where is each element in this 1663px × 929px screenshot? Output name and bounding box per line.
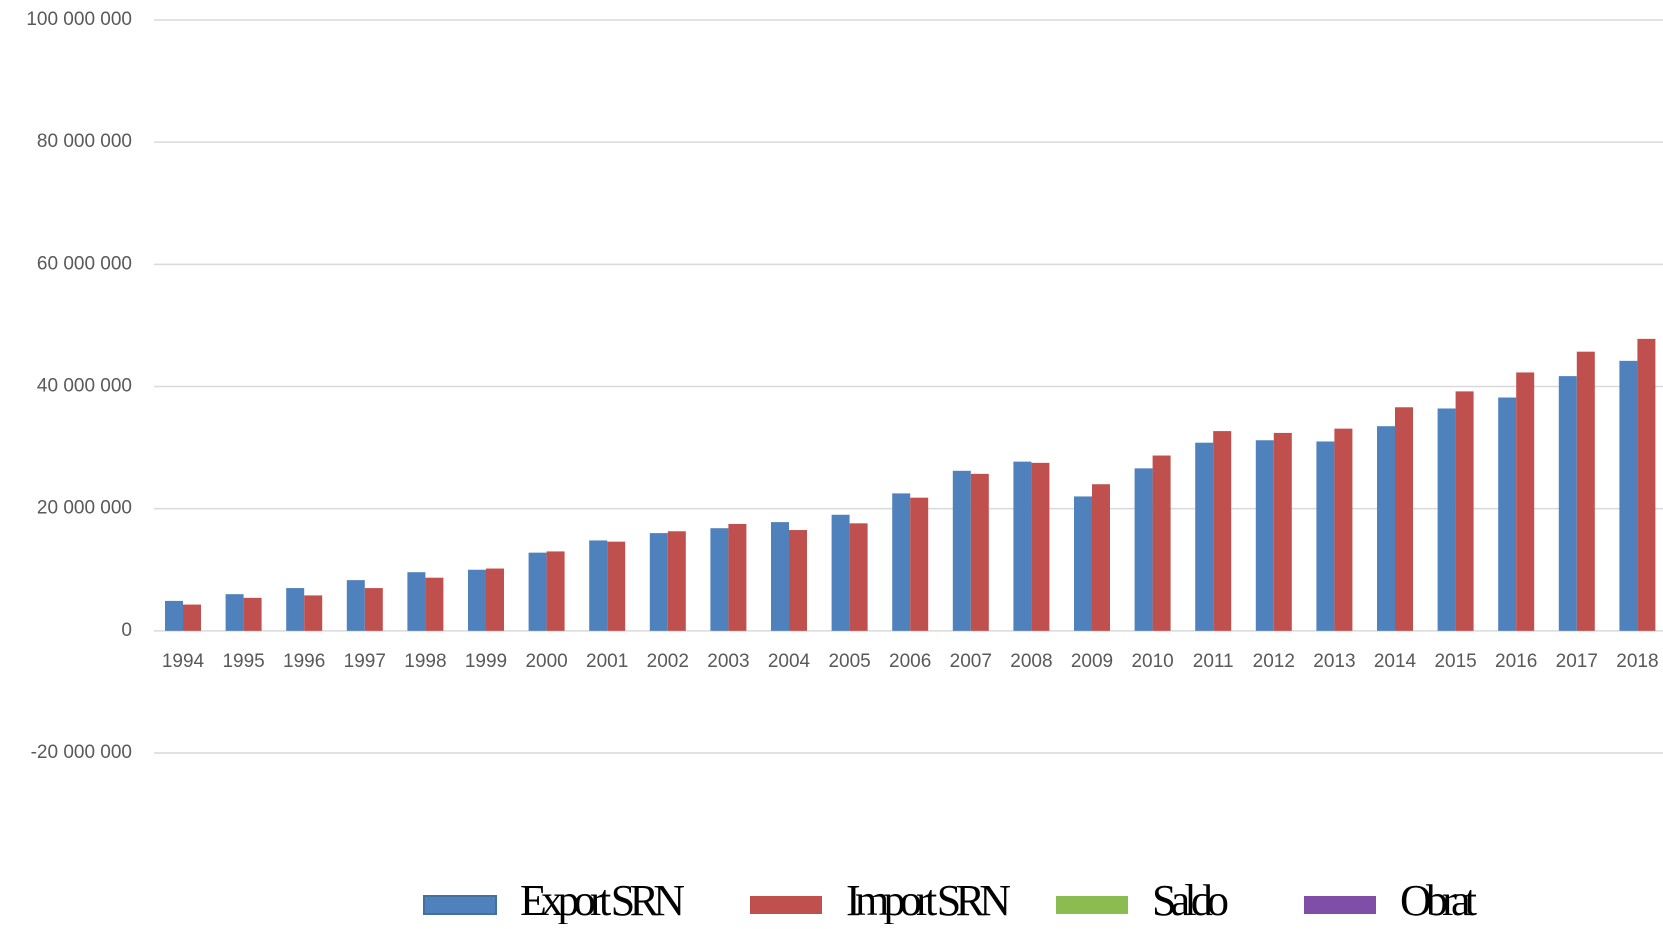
bar [831,514,850,631]
x-tick-label: 1998 [404,651,446,672]
x-tick-label: 2002 [647,651,689,672]
legend-label: Obrat [1400,876,1477,924]
x-tick-label: 1997 [344,651,386,672]
bar [1437,408,1456,631]
x-tick-label: 2008 [1010,651,1052,672]
bar [771,522,789,631]
bar [1316,441,1335,631]
legend-swatch [750,896,822,914]
legend-swatch [1304,896,1376,914]
y-tick-label: 80 000 000 [37,131,132,152]
y-tick-label: 60 000 000 [37,253,132,274]
bar [1031,462,1050,631]
bar [1195,442,1214,631]
x-tick-label: 2018 [1616,651,1658,672]
bar [910,497,929,631]
bar [607,541,626,631]
bar [407,572,426,631]
bar [346,580,365,631]
y-tick-label: -20 000 000 [31,742,132,763]
bar [970,473,989,631]
legend-label: Saldo [1152,876,1229,924]
bar [952,470,971,631]
legend-swatch [423,895,497,915]
y-tick-label: 20 000 000 [37,498,132,519]
bar [468,569,486,631]
x-tick-label: 2015 [1434,651,1476,672]
legend-label: Import SRN [846,876,1011,924]
bar [1013,461,1032,631]
bar [649,533,668,631]
y-tick-label: 40 000 000 [37,376,132,397]
bar [1213,431,1232,631]
bar [1619,360,1638,631]
bar [1255,440,1274,631]
x-tick-label: 1995 [222,651,264,672]
bar [546,551,565,631]
bar [1576,351,1595,631]
x-tick-label: 2012 [1253,651,1295,672]
x-tick-label: 2007 [950,651,992,672]
x-tick-label: 2003 [707,651,749,672]
bar [1152,455,1171,631]
bar [1273,432,1292,631]
bar [789,530,807,631]
x-tick-label: 2004 [768,651,811,672]
bar [286,588,305,631]
x-tick-label: 1999 [465,651,507,672]
x-tick-label: 2000 [525,651,567,672]
bar [710,528,729,631]
bar [892,493,911,631]
x-tick-label: 2013 [1313,651,1355,672]
y-tick-label: 100 000 000 [26,9,132,30]
legend-swatch [1056,896,1128,914]
bar [304,595,323,631]
bar [486,568,504,631]
bar [1637,338,1656,631]
bar [849,523,868,631]
bar [165,600,183,631]
bar [589,540,608,631]
x-tick-label: 2017 [1556,651,1598,672]
x-tick-label: 2001 [586,651,628,672]
x-tick-label: 2011 [1193,651,1234,672]
bar [1074,496,1092,631]
x-tick-label: 1996 [283,651,325,672]
bar [425,577,444,631]
bar [728,523,747,631]
x-tick-label: 2005 [828,651,870,672]
bar [1498,397,1517,631]
x-tick-label: 2010 [1131,651,1173,672]
bar [528,552,547,631]
legend-label: Export SRN [520,876,685,924]
x-tick-label: 2006 [889,651,931,672]
bar [364,588,383,631]
x-tick-label: 2014 [1374,651,1417,672]
x-tick-label: 2016 [1495,651,1537,672]
bar [225,594,244,631]
bar [667,531,686,631]
bar [1455,391,1474,631]
bar [1395,407,1413,631]
bar [1334,428,1353,631]
y-tick-label: 0 [121,620,132,641]
bar [1516,372,1535,631]
bar [1558,376,1577,631]
x-tick-label: 1994 [162,651,205,672]
bar [1134,468,1153,631]
bar [1377,426,1395,631]
bar [1092,484,1110,631]
bar [243,597,262,631]
x-tick-label: 2009 [1071,651,1113,672]
bar [183,604,201,631]
